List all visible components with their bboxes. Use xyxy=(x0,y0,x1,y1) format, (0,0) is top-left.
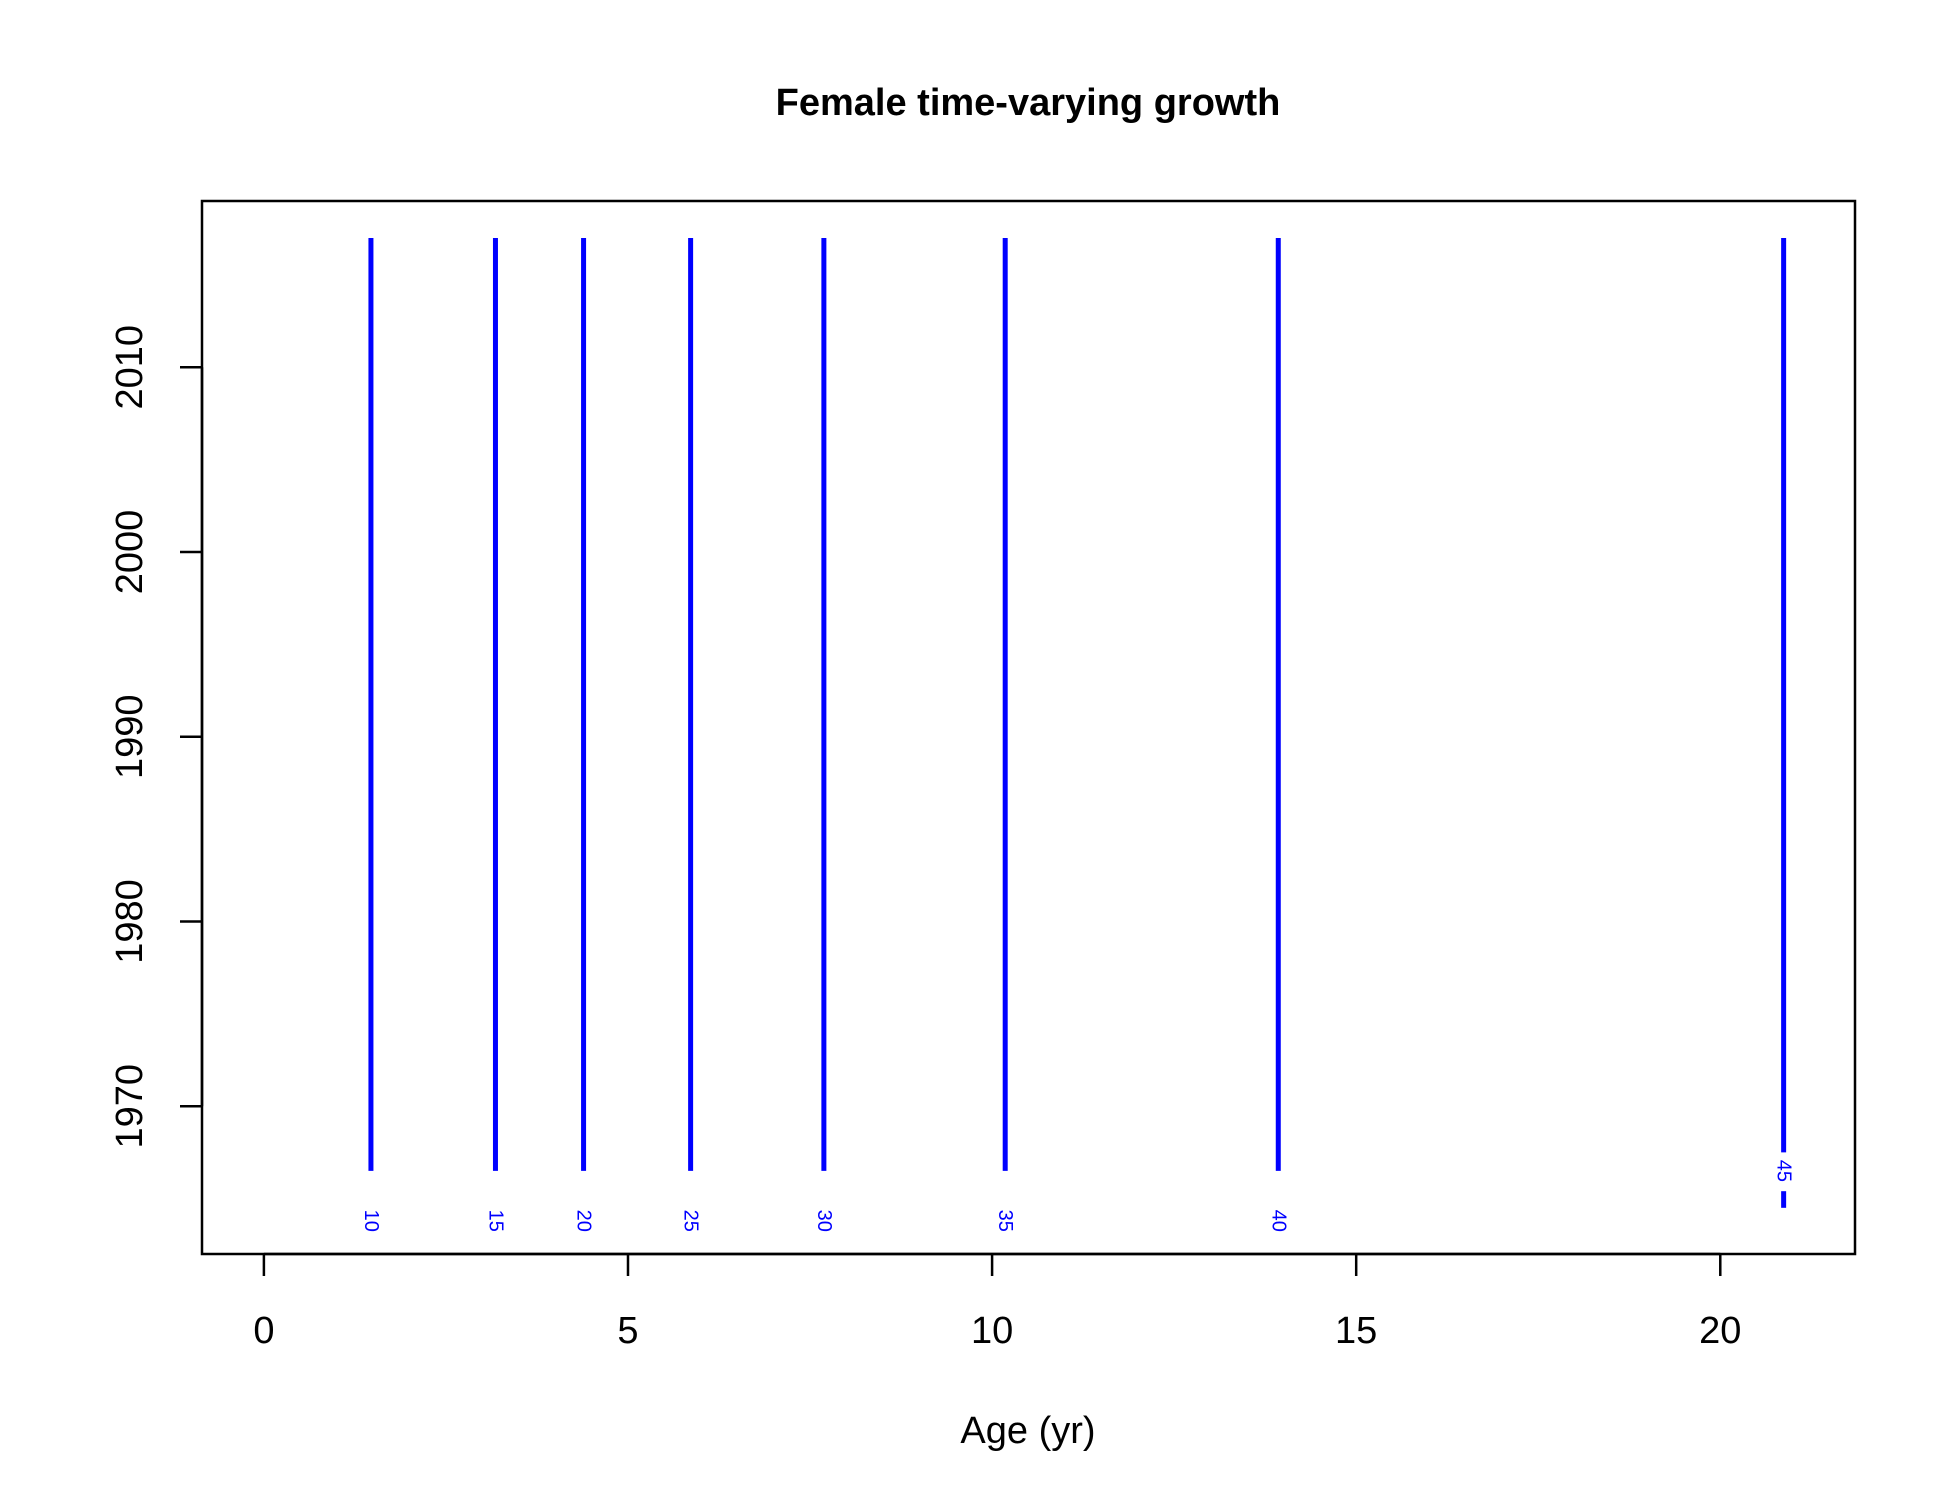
series-label: 10 xyxy=(360,1210,382,1232)
x-tick-label: 15 xyxy=(1335,1310,1377,1352)
series-lines: 10 15 20 25 30 35 40 45 xyxy=(360,237,1795,1232)
series-45: 45 xyxy=(1773,237,1795,1208)
x-tick-label: 5 xyxy=(617,1310,638,1352)
y-tick-label: 2010 xyxy=(109,325,151,410)
series-25: 25 xyxy=(680,237,702,1232)
y-tick-label: 1990 xyxy=(109,694,151,779)
series-30: 30 xyxy=(813,237,835,1232)
series-40: 40 xyxy=(1267,237,1289,1232)
chart-title: Female time-varying growth xyxy=(776,82,1281,124)
x-axis-label: Age (yr) xyxy=(960,1410,1095,1452)
series-15: 15 xyxy=(484,237,506,1232)
x-axis: 0 5 10 15 20 xyxy=(253,1252,1741,1352)
x-tick-label: 10 xyxy=(971,1310,1013,1352)
series-35: 35 xyxy=(994,237,1016,1232)
series-label: 20 xyxy=(573,1210,595,1232)
x-tick-label: 0 xyxy=(253,1310,274,1352)
plot-frame xyxy=(200,199,1857,1256)
series-label: 35 xyxy=(994,1210,1016,1232)
x-tick-label: 20 xyxy=(1699,1310,1741,1352)
series-label: 40 xyxy=(1267,1210,1289,1232)
y-axis: 1970 1980 1990 2000 2010 xyxy=(109,325,204,1149)
y-tick-label: 1970 xyxy=(109,1064,151,1149)
series-label: 45 xyxy=(1773,1160,1795,1182)
series-label: 15 xyxy=(484,1210,506,1232)
series-20: 20 xyxy=(573,237,595,1232)
series-10: 10 xyxy=(360,237,382,1232)
y-tick-label: 2000 xyxy=(109,510,151,595)
y-tick-label: 1980 xyxy=(109,879,151,964)
series-label: 30 xyxy=(813,1210,835,1232)
series-label: 25 xyxy=(680,1210,702,1232)
